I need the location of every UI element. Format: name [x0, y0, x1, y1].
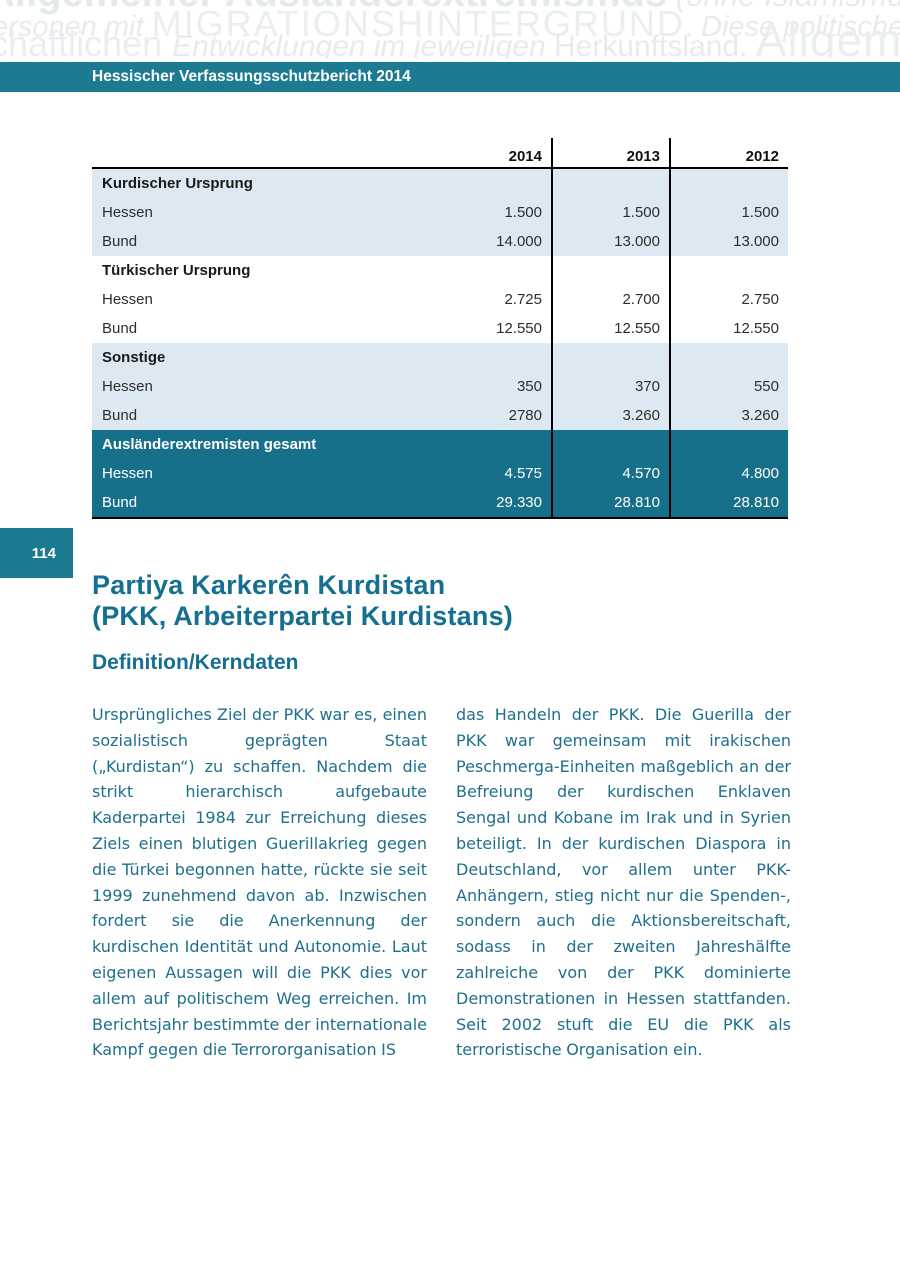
table-row: Bund 14.000 13.000 13.000	[92, 227, 788, 256]
table-row: Hessen 4.575 4.570 4.800	[92, 459, 788, 488]
cell-value: 1.500	[669, 198, 788, 227]
empty-cell	[551, 256, 670, 285]
section-title: Partiya Karkerên Kurdistan (PKK, Arbeite…	[92, 570, 513, 632]
table-header-empty	[92, 138, 434, 169]
group-label: Türkischer Ursprung	[92, 256, 434, 285]
cell-value: 29.330	[434, 488, 552, 519]
membership-statistics-table: 2014 2013 2012 Kurdischer Ursprung Hesse…	[92, 138, 788, 519]
table-row: Hessen 1.500 1.500 1.500	[92, 198, 788, 227]
row-label: Bund	[92, 227, 434, 256]
watermark-segment: Entwicklungen im jeweiligen	[172, 30, 554, 59]
cell-value: 550	[669, 372, 788, 401]
cell-value: 1.500	[551, 198, 670, 227]
empty-cell	[669, 430, 788, 459]
cell-value: 2.700	[551, 285, 670, 314]
cell-value: 12.550	[551, 314, 670, 343]
empty-cell	[669, 168, 788, 198]
cell-value: 370	[551, 372, 670, 401]
group-header-row: Ausländerextremisten gesamt	[92, 430, 788, 459]
group-header-row: Türkischer Ursprung	[92, 256, 788, 285]
watermark-segment: Allgemeiner Ausländerextremismus	[0, 0, 667, 15]
watermark-segment: Diese politischen	[701, 11, 900, 43]
body-text-columns: Ursprüngliches Ziel der PKK war es, eine…	[92, 702, 791, 1063]
table-row: Hessen 350 370 550	[92, 372, 788, 401]
cell-value: 28.810	[669, 488, 788, 519]
decorative-header-text: Allgemeiner Ausländerextremismus (ohne I…	[0, 0, 900, 58]
page-number-tab: 114	[0, 528, 73, 578]
watermark-segment: (ohne Islamismus) umfasst	[667, 0, 900, 13]
cell-value: 2.725	[434, 285, 552, 314]
column-header-2013: 2013	[551, 138, 670, 169]
cell-value: 4.570	[551, 459, 670, 488]
cell-value: 2.750	[669, 285, 788, 314]
empty-cell	[551, 430, 670, 459]
watermark-line-2: ersonen mit MIGRATIONSHINTERGRUND. Diese…	[0, 6, 900, 42]
body-text-left-column: Ursprüngliches Ziel der PKK war es, eine…	[92, 705, 427, 1060]
row-label: Hessen	[92, 285, 434, 314]
empty-cell	[551, 168, 670, 198]
watermark-line-3: chaftlichen Entwicklungen im jeweiligen …	[0, 17, 900, 58]
table-row: Bund 12.550 12.550 12.550	[92, 314, 788, 343]
group-kurdischer-ursprung: Kurdischer Ursprung Hessen 1.500 1.500 1…	[92, 168, 788, 256]
empty-cell	[434, 168, 552, 198]
empty-cell	[669, 256, 788, 285]
body-text-right-column: das Handeln der PKK. Die Guerilla der PK…	[456, 705, 791, 1060]
group-label: Sonstige	[92, 343, 434, 372]
watermark-segment: chaftlichen	[0, 23, 173, 59]
watermark-line-1: Allgemeiner Ausländerextremismus (ohne I…	[0, 0, 900, 13]
watermark-segment: ersonen mit	[0, 11, 152, 43]
cell-value: 3.260	[551, 401, 670, 430]
cell-value: 350	[434, 372, 552, 401]
cell-value: 28.810	[551, 488, 670, 519]
cell-value: 2780	[434, 401, 552, 430]
watermark-segment: MIGRATIONSHINTERGRUND	[151, 3, 685, 44]
cell-value: 3.260	[669, 401, 788, 430]
watermark-segment: .	[684, 11, 702, 43]
section-subtitle: Definition/Kerndaten	[92, 651, 299, 674]
group-auslaenderextremisten-gesamt: Ausländerextremisten gesamt Hessen 4.575…	[92, 430, 788, 519]
cell-value: 13.000	[551, 227, 670, 256]
group-label: Kurdischer Ursprung	[92, 168, 434, 198]
table-header-row: 2014 2013 2012	[92, 138, 788, 169]
report-title: Hessischer Verfassungsschutzbericht 2014	[92, 68, 411, 85]
row-label: Bund	[92, 314, 434, 343]
cell-value: 4.800	[669, 459, 788, 488]
row-label: Hessen	[92, 198, 434, 227]
cell-value: 12.550	[669, 314, 788, 343]
column-header-2012: 2012	[669, 138, 788, 169]
table-row: Hessen 2.725 2.700 2.750	[92, 285, 788, 314]
cell-value: 1.500	[434, 198, 552, 227]
empty-cell	[669, 343, 788, 372]
empty-cell	[434, 430, 552, 459]
group-label: Ausländerextremisten gesamt	[92, 430, 434, 459]
group-header-row: Kurdischer Ursprung	[92, 168, 788, 198]
row-label: Hessen	[92, 372, 434, 401]
group-tuerkischer-ursprung: Türkischer Ursprung Hessen 2.725 2.700 2…	[92, 256, 788, 343]
watermark-segment: Herkunftsland.	[553, 30, 756, 59]
report-title-banner: Hessischer Verfassungsschutzbericht 2014	[0, 62, 900, 92]
cell-value: 13.000	[669, 227, 788, 256]
cell-value: 12.550	[434, 314, 552, 343]
cell-value: 14.000	[434, 227, 552, 256]
table-row: Bund 2780 3.260 3.260	[92, 401, 788, 430]
column-header-2014: 2014	[434, 138, 552, 169]
empty-cell	[434, 256, 552, 285]
section-title-line2: (PKK, Arbeiterpartei Kurdistans)	[92, 601, 513, 631]
cell-value: 4.575	[434, 459, 552, 488]
group-header-row: Sonstige	[92, 343, 788, 372]
table-row: Bund 29.330 28.810 28.810	[92, 488, 788, 519]
group-sonstige: Sonstige Hessen 350 370 550 Bund 2780 3.…	[92, 343, 788, 430]
section-title-line1: Partiya Karkerên Kurdistan	[92, 570, 446, 600]
page-number: 114	[31, 544, 56, 562]
watermark-segment: Allgemein	[755, 14, 900, 58]
empty-cell	[434, 343, 552, 372]
row-label: Bund	[92, 401, 434, 430]
empty-cell	[551, 343, 670, 372]
row-label: Bund	[92, 488, 434, 519]
row-label: Hessen	[92, 459, 434, 488]
